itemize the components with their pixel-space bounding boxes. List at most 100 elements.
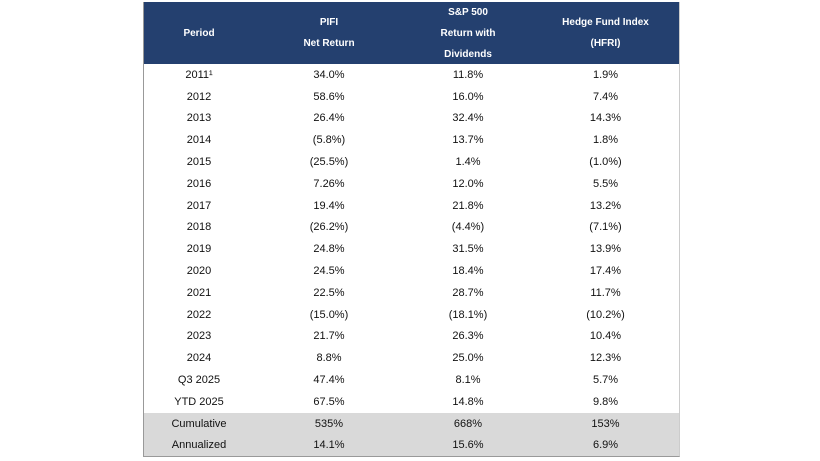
table-cell: 26.3% bbox=[452, 330, 484, 343]
table-cell: 18.4% bbox=[452, 265, 484, 278]
table-cell: 5.7% bbox=[592, 374, 619, 387]
table-cell: 26.4% bbox=[313, 112, 345, 125]
table-row: 2017 19.4% 21.8% 13.2% bbox=[144, 195, 679, 217]
table-row: 2011¹ 34.0% 11.8% 1.9% bbox=[144, 64, 679, 86]
table-cell: 13.9% bbox=[589, 243, 622, 256]
table-cell: 1.4% bbox=[455, 156, 481, 169]
table-cell: (25.5%) bbox=[309, 156, 349, 169]
table-cell: 10.4% bbox=[589, 330, 622, 343]
table-cell: 32.4% bbox=[452, 112, 484, 125]
table-cell: 1.9% bbox=[592, 68, 619, 81]
table-cell: 16.0% bbox=[452, 90, 484, 103]
table-cell: 28.7% bbox=[452, 286, 484, 299]
table-cell: 6.9% bbox=[592, 439, 619, 452]
table-row: 2024 8.8% 25.0% 12.3% bbox=[144, 347, 679, 369]
table-cell: 2014 bbox=[186, 134, 212, 147]
table-cell: 25.0% bbox=[452, 352, 484, 365]
table-cell: 2016 bbox=[186, 177, 212, 190]
table-row: 2015 (25.5%) 1.4% (1.0%) bbox=[144, 151, 679, 173]
table-cell: 58.6% bbox=[313, 90, 345, 103]
table-cell: (26.2%) bbox=[309, 221, 349, 234]
returns-table: Period PIFI Net Return S&P 500 Return with Di… bbox=[143, 2, 680, 458]
table-row: 2013 26.4% 32.4% 14.3% bbox=[144, 108, 679, 130]
header-text: Hedge Fund Index bbox=[562, 17, 649, 28]
table-cell: 67.5% bbox=[313, 395, 345, 408]
table-cell: YTD 2025 bbox=[174, 395, 224, 408]
table-row: 2014 (5.8%) 13.7% 1.8% bbox=[144, 129, 679, 151]
table-cell: 2021 bbox=[186, 286, 212, 299]
table-cell: (18.1%) bbox=[448, 308, 488, 321]
header-text: Dividends bbox=[444, 48, 492, 60]
table-cell: 13.2% bbox=[589, 199, 622, 212]
table-cell: 24.8% bbox=[313, 243, 345, 256]
table-cell: 12.3% bbox=[589, 352, 622, 365]
table-cell: 668% bbox=[453, 417, 483, 430]
table-cell: 14.8% bbox=[452, 395, 484, 408]
table-row: 2021 22.5% 28.7% 11.7% bbox=[144, 282, 679, 304]
header-cell: Hedge Fund Index (HFRI) bbox=[532, 2, 679, 64]
table-cell: 153% bbox=[591, 417, 620, 430]
table-cell: 8.8% bbox=[316, 352, 342, 365]
table-cell: 2017 bbox=[186, 199, 212, 212]
table-cell: 22.5% bbox=[313, 286, 345, 299]
table-cell: 34.0% bbox=[313, 68, 345, 81]
header-cell: S&P 500 Return with Dividends bbox=[404, 2, 532, 64]
table-cell: 31.5% bbox=[452, 243, 484, 256]
table-cell: (7.1%) bbox=[589, 221, 622, 234]
table-cell: 7.4% bbox=[592, 90, 619, 103]
header-text: Net Return bbox=[303, 38, 355, 49]
table-cell: 2023 bbox=[186, 330, 212, 343]
header-text: PIFI bbox=[319, 17, 339, 28]
table-cell: Cumulative bbox=[171, 417, 227, 430]
table-row: Cumulative 535% 668% 153% bbox=[144, 412, 679, 435]
table-cell: 2024 bbox=[186, 352, 212, 365]
table-cell: 19.4% bbox=[313, 199, 345, 212]
table-cell: 14.1% bbox=[313, 439, 345, 452]
table-cell: 9.8% bbox=[592, 395, 619, 408]
table-cell: 2018 bbox=[186, 221, 212, 234]
table-cell: (1.0%) bbox=[589, 156, 622, 169]
header-row: Period PIFI Net Return S&P 500 Return with Di… bbox=[144, 2, 679, 64]
table-row: 2020 24.5% 18.4% 17.4% bbox=[144, 260, 679, 282]
table-cell: 21.7% bbox=[313, 330, 345, 343]
table-cell: (5.8%) bbox=[312, 134, 346, 147]
table-cell: (15.0%) bbox=[309, 308, 349, 321]
table-cell: 13.7% bbox=[452, 134, 484, 147]
table-cell: (10.2%) bbox=[586, 308, 625, 321]
header-text: Period bbox=[183, 27, 215, 39]
table-cell: 2012 bbox=[186, 90, 212, 103]
table-cell: 24.5% bbox=[313, 265, 345, 278]
header-cell: Period bbox=[144, 2, 254, 64]
table-cell: 11.7% bbox=[590, 286, 621, 299]
table-cell: 2022 bbox=[186, 308, 212, 321]
table-cell: 17.4% bbox=[589, 265, 622, 278]
table-cell: Annualized bbox=[171, 439, 227, 452]
table-cell: (4.4%) bbox=[451, 221, 485, 234]
table-cell: 2019 bbox=[186, 243, 212, 256]
table-row: 2022 (15.0%) (18.1%) (10.2%) bbox=[144, 304, 679, 326]
table-cell: 2020 bbox=[186, 265, 212, 278]
table-cell: 12.0% bbox=[452, 177, 484, 190]
table-row: Q3 2025 47.4% 8.1% 5.7% bbox=[144, 369, 679, 391]
header-text: Return with bbox=[440, 27, 496, 39]
header-cell: PIFI Net Return bbox=[254, 2, 404, 64]
table-cell: 535% bbox=[314, 417, 344, 430]
table-row: YTD 2025 67.5% 14.8% 9.8% bbox=[144, 391, 679, 413]
table-row: 2016 7.26% 12.0% 5.5% bbox=[144, 173, 679, 195]
table-cell: 8.1% bbox=[455, 374, 481, 387]
table-cell: 47.4% bbox=[313, 374, 345, 387]
table-row: 2019 24.8% 31.5% 13.9% bbox=[144, 238, 679, 260]
table-cell: 21.8% bbox=[452, 199, 484, 212]
table-cell: 15.6% bbox=[452, 439, 484, 452]
table-cell: 2015 bbox=[186, 156, 212, 169]
table-row: 2023 21.7% 26.3% 10.4% bbox=[144, 326, 679, 348]
table-cell: 2013 bbox=[186, 112, 212, 125]
table-row: 2012 58.6% 16.0% 7.4% bbox=[144, 86, 679, 108]
table-cell: 1.8% bbox=[592, 134, 619, 147]
table-cell: 5.5% bbox=[592, 177, 619, 190]
table-row: Annualized 14.1% 15.6% 6.9% bbox=[144, 434, 679, 457]
table-cell: 11.8% bbox=[452, 68, 484, 81]
table-cell: 7.26% bbox=[313, 177, 345, 190]
table-cell: Q3 2025 bbox=[177, 374, 221, 387]
